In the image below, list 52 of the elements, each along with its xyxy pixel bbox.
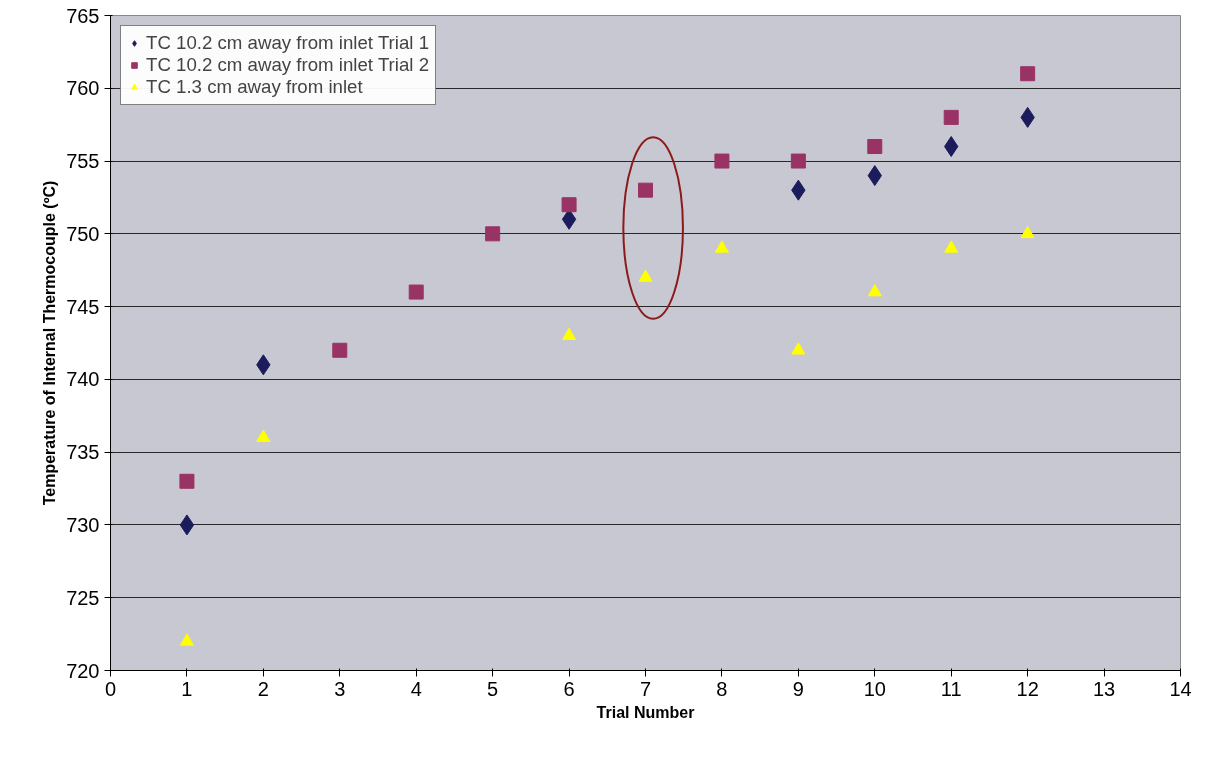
y-tick-label: 745 — [66, 295, 100, 318]
point — [790, 153, 806, 169]
y-tick-label: 725 — [66, 586, 100, 609]
x-tick-label: 8 — [716, 677, 728, 700]
x-tick-label: 3 — [334, 677, 346, 700]
y-tick-label: 730 — [66, 513, 100, 536]
x-tick-label: 14 — [1169, 677, 1192, 700]
x-tick-label: 7 — [639, 677, 652, 700]
point — [179, 633, 194, 646]
y-tick-label: 755 — [66, 150, 100, 173]
x-tick-label: 9 — [792, 677, 804, 700]
y-tick-label: 750 — [66, 222, 100, 245]
x-axis-title: Trial Number — [596, 703, 695, 721]
x-tick-label: 13 — [1092, 677, 1116, 700]
y-tick-label: 720 — [66, 659, 100, 682]
point — [638, 182, 653, 198]
x-tick-label: 6 — [563, 677, 575, 700]
y-axis-title: Temperature of Internal Thermocouple (ºC) — [41, 180, 59, 506]
point — [561, 197, 577, 213]
point — [1020, 225, 1035, 239]
point — [1020, 66, 1036, 82]
y-tick-label: 760 — [66, 77, 100, 100]
point — [867, 139, 883, 154]
point — [714, 240, 729, 253]
point — [256, 429, 271, 442]
x-tick-label: 11 — [940, 677, 962, 700]
x-tick-label: 0 — [104, 677, 117, 700]
point — [944, 136, 959, 157]
point — [638, 269, 653, 282]
point — [943, 109, 959, 125]
x-tick-label: 10 — [863, 677, 886, 700]
point — [944, 240, 959, 253]
legend-label: TC 1.3 cm away from inlet — [146, 76, 363, 98]
legend-label: TC 10.2 cm away from inlet Trial 2 — [146, 54, 430, 76]
point — [332, 342, 348, 358]
point — [485, 226, 501, 242]
x-tick-label: 2 — [257, 677, 269, 700]
y-tick-label: 735 — [66, 441, 100, 464]
y-tick-label: 740 — [66, 368, 100, 391]
point — [179, 473, 195, 489]
legend-label: TC 10.2 cm away from inlet Trial 1 — [146, 32, 430, 54]
point — [562, 327, 577, 340]
x-tick-label: 5 — [487, 677, 499, 700]
point — [867, 284, 882, 297]
x-tick-label: 4 — [410, 677, 422, 700]
point — [714, 153, 730, 169]
x-tick-label: 1 — [181, 677, 193, 700]
point — [791, 342, 806, 355]
y-tick-label: 765 — [66, 4, 100, 27]
x-tick-label: 12 — [1016, 677, 1039, 700]
point — [179, 514, 195, 536]
point — [408, 284, 424, 300]
